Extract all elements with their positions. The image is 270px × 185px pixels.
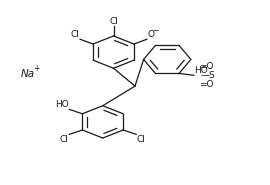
Text: +: + bbox=[33, 64, 40, 73]
Text: =O: =O bbox=[200, 80, 214, 89]
Text: −: − bbox=[152, 27, 158, 36]
Text: Na: Na bbox=[21, 69, 35, 79]
Text: Cl: Cl bbox=[60, 135, 69, 144]
Text: O: O bbox=[147, 30, 154, 39]
Text: Cl: Cl bbox=[109, 17, 118, 26]
Text: Cl: Cl bbox=[71, 30, 80, 39]
Text: HO: HO bbox=[194, 66, 208, 75]
Text: HO: HO bbox=[55, 100, 69, 109]
Text: —S: —S bbox=[201, 71, 215, 80]
Text: =O: =O bbox=[200, 62, 214, 71]
Text: Cl: Cl bbox=[137, 135, 146, 144]
